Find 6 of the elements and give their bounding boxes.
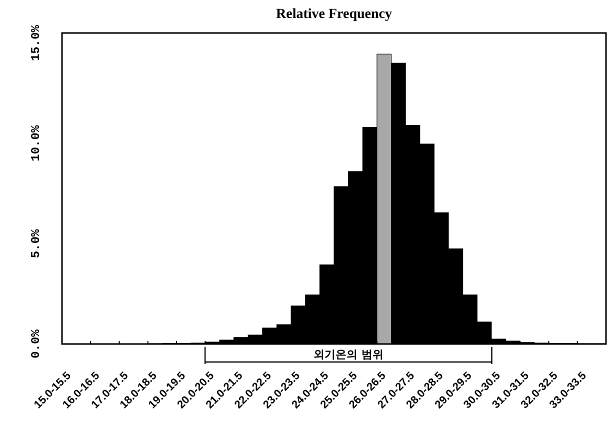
text: 외기온의 범위: [313, 348, 384, 361]
chart-title: Relative Frequency: [276, 7, 392, 22]
y-tick-label: 5.0%: [29, 228, 43, 258]
y-tick-label: 10.0%: [29, 124, 43, 162]
y-tick-label: 15.0%: [29, 24, 43, 62]
y-tick-label: 0.0%: [29, 328, 43, 358]
